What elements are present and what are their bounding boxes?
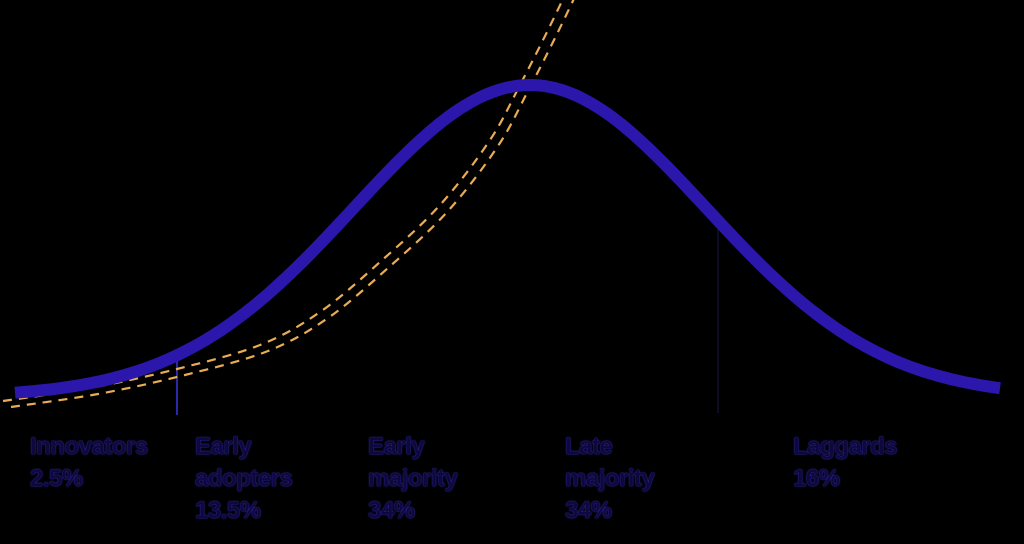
- s-curve-line-2: [10, 0, 575, 409]
- segment-percent: 34%: [368, 497, 415, 524]
- segment-name: Early: [195, 433, 252, 460]
- segment-percent: 2.5%: [30, 465, 83, 492]
- segment-label-late-majority: Late majority 34%: [565, 431, 655, 527]
- segment-percent: 34%: [565, 497, 612, 524]
- segment-label-early-majority: Early majority 34%: [368, 431, 458, 527]
- segment-name-line2: majority: [368, 465, 458, 492]
- segment-name: Late: [565, 433, 613, 460]
- segment-label-innovators: Innovators 2.5%: [30, 431, 148, 495]
- segment-name: Innovators: [30, 433, 148, 460]
- segment-percent: 13.5%: [195, 497, 261, 524]
- segment-label-early-adopters: Early adopters 13.5%: [195, 431, 293, 527]
- s-curve-line-1: [2, 0, 564, 403]
- segment-label-laggards: Laggards 16%: [793, 431, 898, 495]
- segment-name: Laggards: [793, 433, 898, 460]
- segment-percent: 16%: [793, 465, 840, 492]
- bell-curve: [14, 79, 1001, 399]
- segment-name-line2: majority: [565, 465, 655, 492]
- segment-name-line2: adopters: [195, 465, 293, 492]
- segment-name: Early: [368, 433, 425, 460]
